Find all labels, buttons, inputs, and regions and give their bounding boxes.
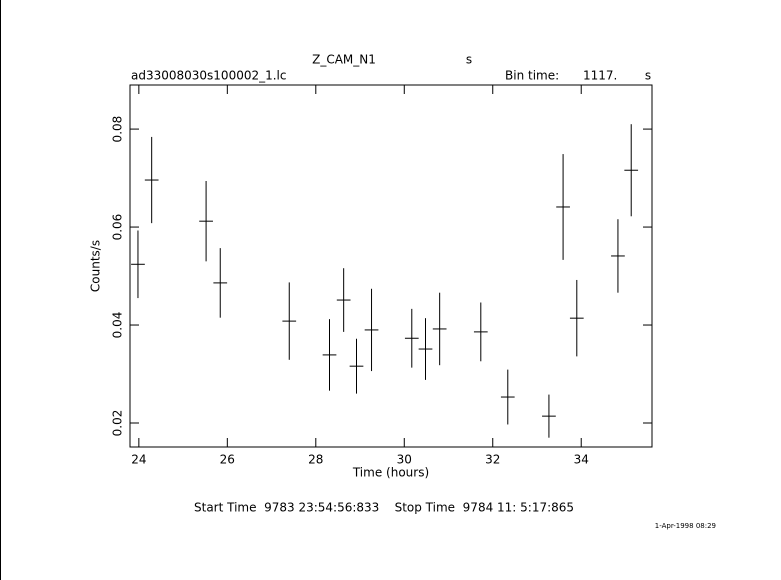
y-tick-label: 0.08: [111, 116, 125, 143]
y-tick-label: 0.04: [111, 312, 125, 339]
bin-time-value: 1117.: [583, 69, 617, 83]
bin-time-label: Bin time:: [505, 69, 559, 83]
time-range: Start Time 9783 23:54:56:833 Stop Time 9…: [194, 501, 574, 515]
x-axis-label: Time (hours): [352, 466, 429, 480]
y-tick-label: 0.02: [111, 410, 125, 437]
plot-date: 1-Apr-1998 08:29: [655, 522, 716, 530]
bin-time-unit: s: [645, 69, 651, 83]
plot-frame: [129, 84, 653, 448]
x-tick-label: 26: [220, 453, 235, 467]
x-tick-label: 24: [131, 453, 146, 467]
x-tick-label: 32: [485, 453, 500, 467]
file-name: ad33008030s100002_1.lc: [131, 69, 287, 83]
x-tick-label: 34: [574, 453, 589, 467]
y-tick-label: 0.06: [111, 214, 125, 241]
y-axis-label: Counts/s: [89, 240, 103, 292]
title-unit: s: [466, 53, 472, 67]
x-tick-label: 28: [308, 453, 323, 467]
chart-title: Z_CAM_N1: [312, 53, 376, 67]
x-tick-label: 30: [397, 453, 412, 467]
